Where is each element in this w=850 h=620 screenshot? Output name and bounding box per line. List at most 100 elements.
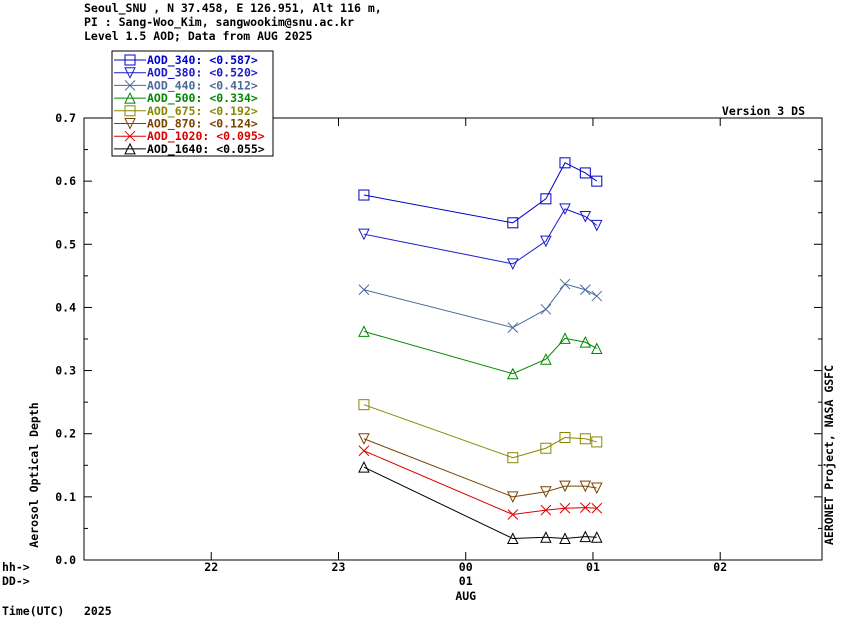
header-line-2: PI : Sang-Woo_Kim, sangwookim@snu.ac.kr (84, 15, 354, 30)
series-aod-1640 (358, 461, 603, 545)
legend-marker (124, 105, 136, 117)
data-point (507, 217, 519, 229)
legend-item: AOD_1640: <0.055> (114, 142, 265, 157)
x-tick-hh-label: 01 (586, 560, 600, 574)
legend-series-mean: <0.334> (209, 91, 258, 105)
x-tick-hh-label: 23 (332, 560, 346, 574)
x-tick-hh-label: 02 (713, 560, 727, 574)
y-tick-label: 0.7 (55, 111, 76, 125)
y-tick-label: 0.2 (55, 427, 76, 441)
legend-marker (124, 91, 136, 104)
data-point (579, 433, 591, 445)
data-point (591, 175, 603, 187)
series-line (363, 438, 597, 498)
y-tick-label: 0.5 (55, 237, 76, 251)
legend-label: AOD_340: <0.587> (147, 53, 258, 68)
legend-marker (124, 130, 136, 142)
legend: AOD_340: <0.587>AOD_380: <0.520>AOD_440:… (111, 50, 274, 157)
legend-series-name: AOD_440 (147, 78, 196, 93)
series-line (363, 162, 598, 224)
y-axis: 0.0 0.1 0.2 0.3 0.4 0.5 0.6 0.7 (55, 111, 822, 567)
series-line (363, 466, 597, 540)
version-label: Version 3 DS (722, 104, 805, 118)
legend-label: AOD_500: <0.334> (147, 91, 258, 106)
legend-colon: : (202, 129, 216, 143)
legend-series-name: AOD_1020 (147, 129, 202, 144)
series-aod-340 (358, 157, 603, 229)
series-aod-870 (358, 433, 603, 503)
y-tick-label: 0.4 (55, 300, 76, 314)
series-aod-1020 (358, 445, 603, 520)
data-point (591, 502, 603, 514)
legend-box (111, 50, 274, 157)
x-tick-hh-label: 00 (459, 560, 473, 574)
data-point (559, 203, 571, 216)
data-point (540, 193, 552, 205)
legend-series-name: AOD_500 (147, 91, 196, 106)
legend-colon: : (195, 117, 209, 131)
data-point (559, 502, 571, 514)
legend-series-mean: <0.412> (209, 78, 258, 92)
legend-item: AOD_380: <0.520> (114, 66, 258, 81)
series-aod-440 (358, 278, 603, 333)
data-point (540, 442, 552, 454)
data-point (507, 509, 519, 520)
legend-series-mean: <0.124> (209, 117, 258, 131)
legend-series-name: AOD_1640 (147, 142, 202, 157)
dd-label: DD-> (2, 574, 30, 588)
data-point (358, 325, 370, 337)
y-tick-label: 0.3 (55, 364, 76, 378)
series-line (363, 404, 597, 459)
time-utc-label: Time(UTC) (2, 604, 64, 618)
legend-label: AOD_870: <0.124> (147, 117, 258, 132)
legend-colon: : (195, 53, 209, 67)
legend-series-name: AOD_675 (147, 104, 196, 119)
data-point (590, 531, 603, 543)
legend-item: AOD_1020: <0.095> (114, 129, 265, 144)
data-point (540, 303, 552, 315)
data-point (559, 157, 571, 169)
series-aod-500 (358, 325, 603, 380)
x-tick-month-label: AUG (455, 589, 476, 603)
legend-item: AOD_440: <0.412> (114, 78, 258, 93)
legend-marker (124, 54, 136, 66)
y-tick-label: 0.1 (55, 490, 76, 504)
data-point (540, 531, 552, 543)
data-point (358, 461, 370, 473)
legend-item: AOD_675: <0.192> (114, 104, 258, 119)
data-point (540, 504, 552, 516)
series-line (363, 283, 598, 329)
y-tick-label: 0.6 (55, 174, 76, 188)
data-point (559, 332, 571, 344)
legend-series-mean: <0.520> (209, 66, 258, 80)
x-tick-dd-label: 01 (459, 574, 473, 588)
data-point (358, 433, 370, 445)
y-tick-label: 0.0 (55, 553, 76, 567)
data-point (591, 290, 603, 302)
data-point (507, 452, 519, 464)
series-aod-380 (358, 203, 603, 270)
data-point (579, 502, 591, 513)
data-point (507, 322, 519, 333)
data-point (590, 219, 603, 232)
data-point (358, 228, 370, 241)
year-label: 2025 (84, 604, 112, 618)
legend-label: AOD_1640: <0.055> (147, 142, 265, 157)
data-point (506, 367, 519, 380)
data-point (358, 284, 370, 296)
legend-series-name: AOD_380 (147, 66, 196, 81)
legend-colon: : (195, 78, 209, 92)
legend-series-name: AOD_340 (147, 53, 196, 68)
data-point (358, 445, 370, 457)
data-point (540, 235, 552, 248)
legend-item: AOD_500: <0.334> (114, 91, 258, 106)
data-point (559, 278, 571, 290)
series-line (363, 450, 597, 516)
legend-marker (124, 142, 136, 155)
legend-label: AOD_440: <0.412> (147, 78, 258, 93)
legend-colon: : (195, 104, 209, 118)
legend-label: AOD_380: <0.520> (147, 66, 258, 81)
data-point (579, 167, 591, 179)
legend-series-mean: <0.587> (209, 53, 258, 67)
series-aod-675 (358, 399, 603, 464)
